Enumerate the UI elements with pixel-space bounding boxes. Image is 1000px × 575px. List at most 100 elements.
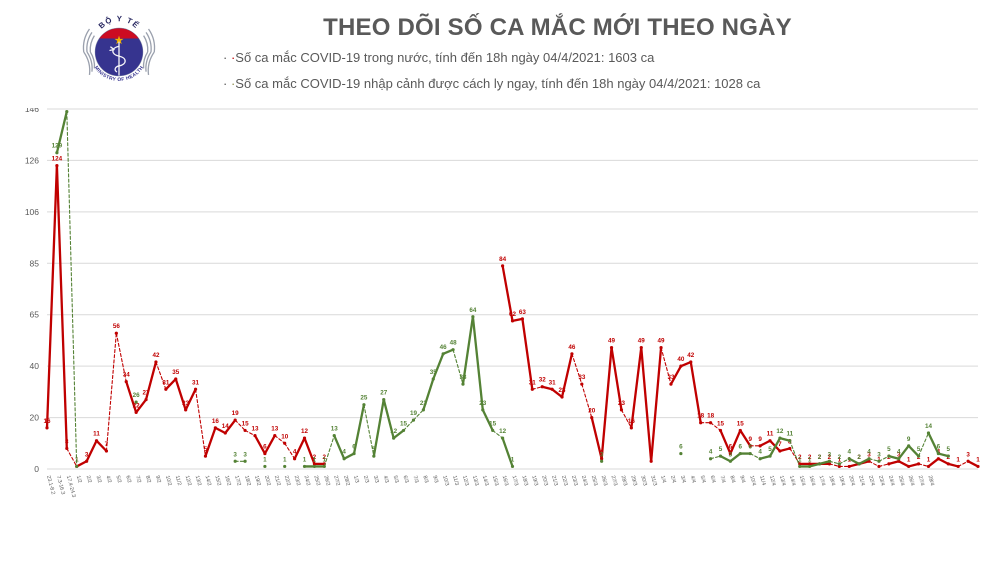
- svg-text:14/3: 14/3: [481, 475, 489, 487]
- svg-text:85: 85: [30, 258, 40, 268]
- svg-text:2: 2: [818, 454, 822, 461]
- svg-text:46: 46: [568, 344, 576, 351]
- svg-text:48: 48: [450, 340, 458, 347]
- svg-text:3: 3: [877, 451, 881, 458]
- svg-text:1: 1: [976, 456, 980, 463]
- svg-text:1: 1: [263, 456, 267, 463]
- svg-text:5/3: 5/3: [392, 475, 400, 484]
- svg-text:17/4: 17/4: [818, 475, 826, 487]
- svg-text:27: 27: [143, 390, 151, 397]
- svg-text:6: 6: [263, 444, 267, 451]
- svg-text:33: 33: [459, 374, 467, 381]
- svg-text:9: 9: [758, 436, 762, 443]
- svg-text:42: 42: [152, 352, 160, 359]
- svg-text:9: 9: [907, 436, 911, 443]
- svg-text:4: 4: [709, 449, 713, 456]
- svg-text:19: 19: [232, 410, 240, 417]
- svg-text:19/3: 19/3: [530, 475, 538, 487]
- svg-text:129: 129: [52, 143, 63, 150]
- svg-text:7/4: 7/4: [719, 475, 727, 484]
- svg-text:16/2: 16/2: [223, 475, 231, 487]
- svg-text:146: 146: [25, 108, 39, 114]
- svg-text:18: 18: [697, 413, 705, 420]
- svg-text:28: 28: [559, 387, 567, 394]
- svg-text:1: 1: [808, 456, 812, 463]
- svg-text:16: 16: [212, 418, 220, 425]
- svg-text:12: 12: [301, 428, 309, 435]
- svg-text:8: 8: [65, 438, 69, 445]
- svg-text:145: 145: [62, 108, 73, 109]
- svg-text:1: 1: [313, 456, 317, 463]
- svg-text:7.3-16.3: 7.3-16.3: [55, 475, 66, 495]
- svg-text:9/4: 9/4: [738, 475, 746, 484]
- svg-text:23/4: 23/4: [877, 475, 885, 487]
- svg-text:7/3: 7/3: [412, 475, 420, 484]
- svg-text:26/2: 26/2: [322, 475, 330, 487]
- svg-text:4/2: 4/2: [104, 475, 112, 484]
- svg-text:1: 1: [956, 456, 960, 463]
- svg-text:6: 6: [729, 444, 733, 451]
- svg-text:5: 5: [204, 446, 208, 453]
- svg-text:15: 15: [400, 420, 408, 427]
- svg-text:12: 12: [776, 428, 784, 435]
- svg-text:1/2: 1/2: [75, 475, 83, 484]
- svg-text:3: 3: [966, 451, 970, 458]
- svg-text:34: 34: [123, 372, 131, 379]
- svg-text:18/2: 18/2: [243, 475, 251, 487]
- svg-text:10: 10: [281, 433, 289, 440]
- svg-text:11: 11: [786, 431, 793, 438]
- svg-text:6: 6: [739, 444, 743, 451]
- svg-text:16: 16: [43, 418, 51, 425]
- svg-text:5: 5: [887, 446, 891, 453]
- svg-text:9: 9: [748, 436, 752, 443]
- svg-text:19/2: 19/2: [253, 475, 261, 487]
- svg-text:15/4: 15/4: [798, 475, 806, 487]
- svg-text:23/2: 23/2: [293, 475, 301, 487]
- svg-text:3: 3: [729, 451, 733, 458]
- svg-text:21/2: 21/2: [273, 475, 281, 487]
- svg-text:15: 15: [489, 420, 497, 427]
- svg-text:28/2: 28/2: [342, 475, 350, 487]
- svg-text:1: 1: [511, 456, 515, 463]
- svg-text:15: 15: [242, 420, 250, 427]
- svg-text:1: 1: [907, 456, 911, 463]
- svg-text:9/2: 9/2: [154, 475, 162, 484]
- svg-text:13: 13: [271, 426, 279, 433]
- svg-text:84: 84: [499, 256, 507, 263]
- svg-text:1: 1: [798, 456, 802, 463]
- svg-text:5/2: 5/2: [114, 475, 122, 484]
- svg-text:23/3: 23/3: [570, 475, 578, 487]
- svg-text:33: 33: [667, 374, 675, 381]
- svg-text:13/2: 13/2: [194, 475, 202, 487]
- svg-text:4: 4: [867, 449, 871, 456]
- svg-text:4: 4: [293, 449, 297, 456]
- svg-text:13/4: 13/4: [778, 475, 786, 487]
- svg-text:31: 31: [529, 379, 537, 386]
- svg-text:16: 16: [628, 418, 636, 425]
- svg-text:6: 6: [352, 444, 356, 451]
- svg-text:35: 35: [172, 369, 180, 376]
- svg-text:3/2: 3/2: [95, 475, 103, 484]
- svg-text:1: 1: [283, 456, 287, 463]
- svg-text:24/3: 24/3: [580, 475, 588, 487]
- svg-text:11/2: 11/2: [174, 475, 182, 486]
- svg-text:23: 23: [182, 400, 190, 407]
- svg-text:22/4: 22/4: [867, 475, 875, 487]
- svg-text:25/4: 25/4: [897, 475, 905, 487]
- svg-text:12/2: 12/2: [184, 475, 192, 487]
- svg-text:20/3: 20/3: [540, 475, 548, 487]
- svg-text:2: 2: [857, 454, 861, 461]
- svg-text:17/2: 17/2: [233, 475, 241, 487]
- svg-text:11/4: 11/4: [758, 475, 766, 486]
- svg-text:27/4: 27/4: [917, 475, 925, 487]
- svg-text:27: 27: [380, 390, 388, 397]
- svg-text:11: 11: [93, 431, 100, 438]
- svg-text:8/2: 8/2: [144, 475, 152, 484]
- svg-text:22/2: 22/2: [283, 475, 291, 487]
- svg-text:4: 4: [847, 449, 851, 456]
- svg-text:15: 15: [737, 420, 745, 427]
- svg-text:4/3: 4/3: [382, 475, 390, 484]
- svg-text:1: 1: [303, 456, 307, 463]
- svg-text:27/3: 27/3: [610, 475, 618, 487]
- svg-text:2/4: 2/4: [669, 475, 677, 484]
